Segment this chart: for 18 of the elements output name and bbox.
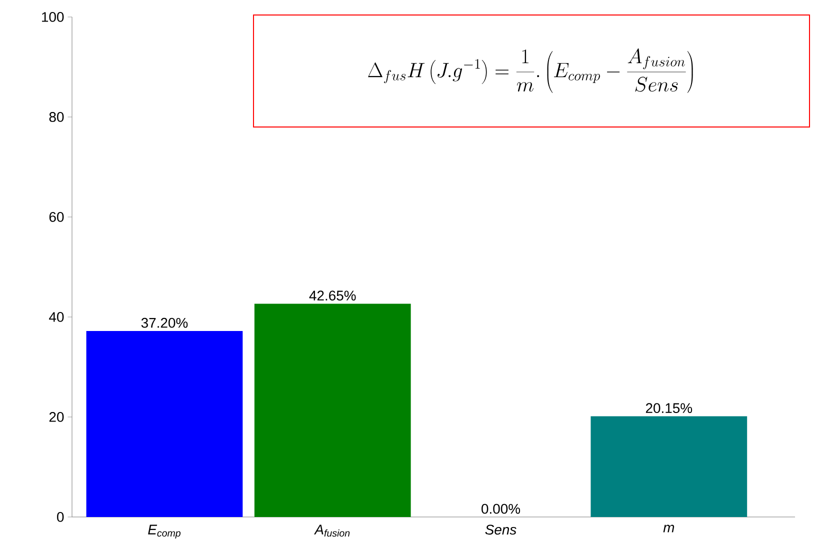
x-tick-label: m xyxy=(663,524,674,532)
y-tick-label: 0 xyxy=(57,512,64,522)
y-tick-label: 80 xyxy=(49,112,64,122)
bar xyxy=(590,416,748,517)
annotation: $\Delta_{fus}H\left(J.g^{-1}\right)=\frac{1}{m}.\left(E_{comp}-\frac{A_{fusion}}{Sens}\right)$ xyxy=(368,48,693,93)
bar xyxy=(86,330,243,517)
bar xyxy=(254,304,411,517)
data-label: 20.15% xyxy=(646,403,692,414)
y-tick-label: 40 xyxy=(49,312,64,322)
data-label: 37.20% xyxy=(141,318,188,328)
x-tick-label: A$_{fusion}$ xyxy=(314,524,350,537)
y-tick-label: 60 xyxy=(49,212,64,222)
data-label: 0.00% xyxy=(482,504,520,514)
data-label: 42.65% xyxy=(309,290,356,301)
x-tick-label: Sens xyxy=(485,524,516,535)
y-tick-label: 100 xyxy=(42,12,64,22)
x-tick-label: E$_{comp}$ xyxy=(148,524,181,539)
y-tick-label: 20 xyxy=(49,412,64,422)
